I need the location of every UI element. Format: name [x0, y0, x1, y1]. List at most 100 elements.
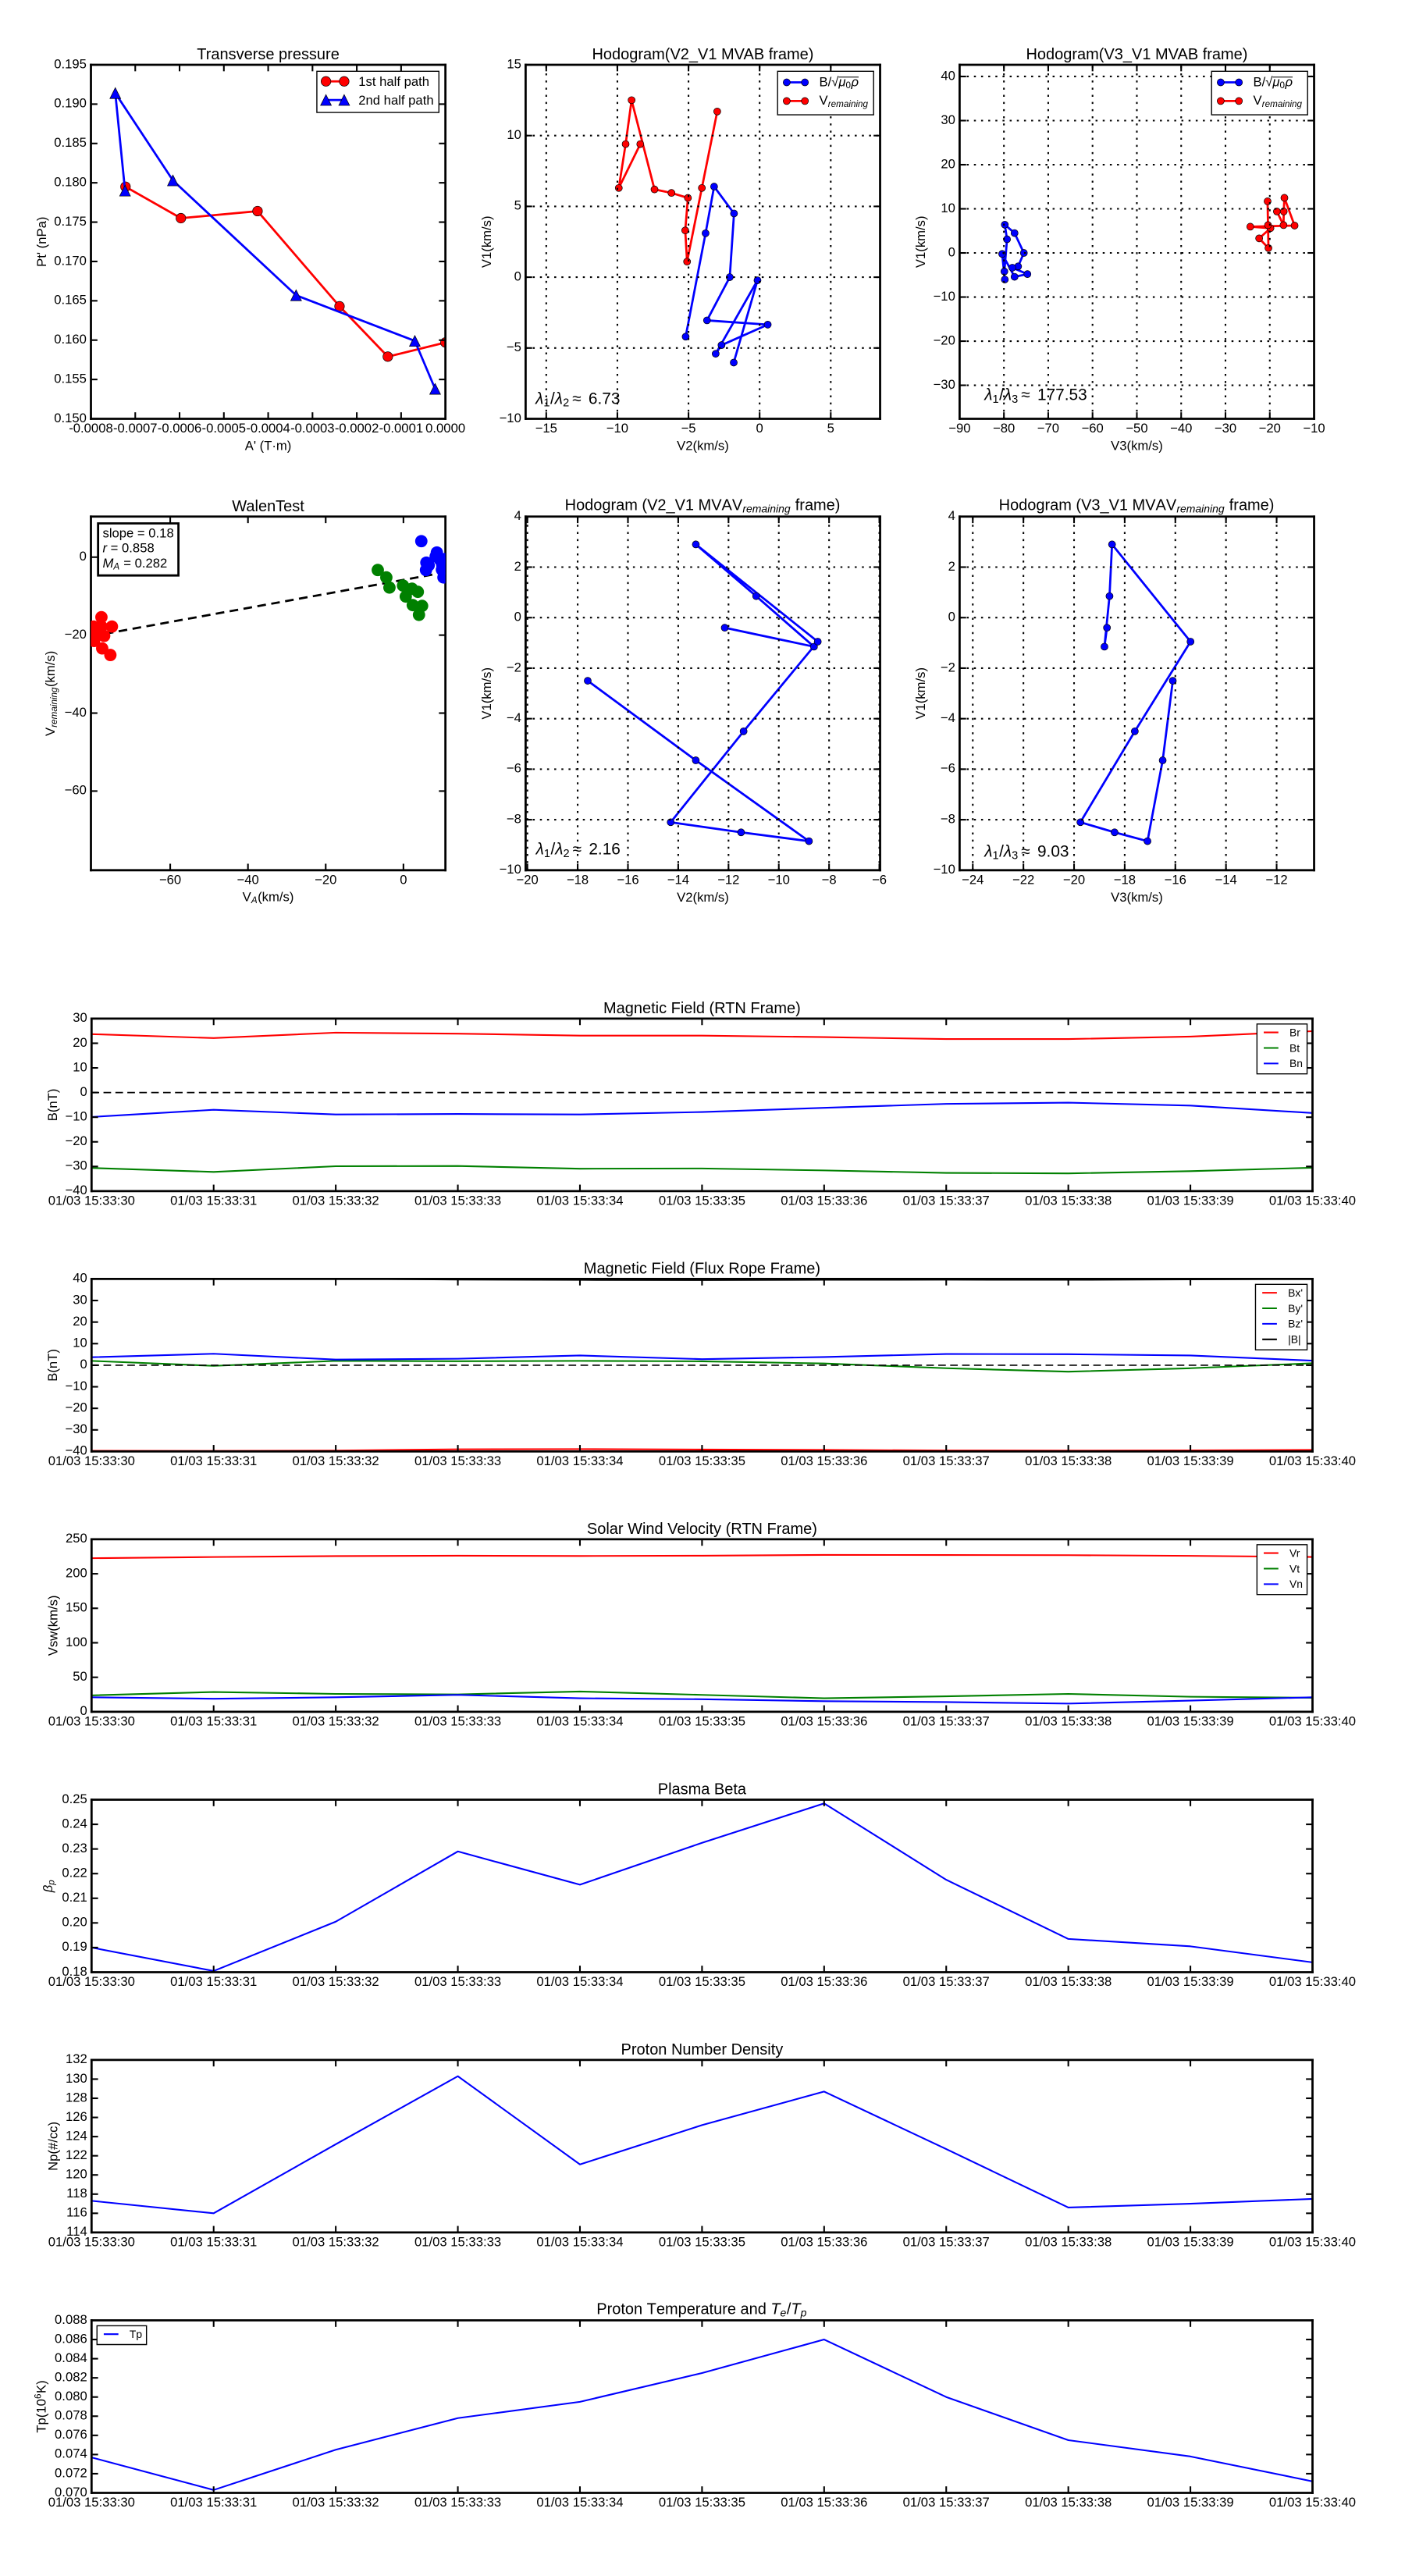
svg-text:01/03 15:33:30: 01/03 15:33:30 [48, 1194, 135, 1208]
svg-text:Hodogram(V3_V1 MVAB frame): Hodogram(V3_V1 MVAB frame) [1026, 46, 1247, 63]
svg-text:200: 200 [66, 1565, 87, 1580]
svg-text:r =: r = 0 . 8 5 8 [102, 536, 180, 557]
svg-text:10: 10 [73, 1336, 87, 1350]
svg-text:01/03 15:33:39: 01/03 15:33:39 [1147, 1974, 1234, 1989]
svg-text:0.180: 0.180 [54, 174, 87, 189]
svg-text:−40: −40 [237, 872, 259, 887]
svg-text:Vn: Vn [1289, 1578, 1303, 1590]
svg-text:−20: −20 [517, 872, 539, 887]
svg-text:126: 126 [66, 2109, 87, 2124]
svg-text:4: 4 [514, 508, 521, 523]
svg-text:-0.0004: -0.0004 [246, 421, 290, 436]
svg-text:01/03 15:33:35: 01/03 15:33:35 [659, 2495, 745, 2510]
svg-text:130: 130 [66, 2071, 87, 2086]
svg-text:−20: −20 [65, 1133, 87, 1148]
svg-text:−2: −2 [507, 660, 521, 674]
svg-text:−5: −5 [681, 421, 696, 436]
svg-text:01/03 15:33:40: 01/03 15:33:40 [1269, 2235, 1356, 2250]
svg-text:−70: −70 [1037, 421, 1059, 436]
svg-text:-0.0003: -0.0003 [290, 421, 335, 436]
svg-text:20: 20 [73, 1035, 87, 1050]
svg-text:114: 114 [66, 2224, 87, 2239]
svg-text:0.076: 0.076 [55, 2427, 87, 2442]
svg-text:Bx': Bx' [1288, 1286, 1303, 1299]
svg-text:−24: −24 [962, 872, 984, 887]
svg-text:01/03 15:33:38: 01/03 15:33:38 [1025, 1194, 1112, 1208]
svg-text:01/03 15:33:40: 01/03 15:33:40 [1269, 2495, 1356, 2510]
svg-text:01/03 15:33:34: 01/03 15:33:34 [536, 1714, 623, 1729]
svg-text:0: 0 [80, 549, 87, 564]
svg-text:B(nT): B(nT) [45, 1089, 60, 1122]
svg-text:0.175: 0.175 [54, 214, 87, 229]
svg-text:100: 100 [66, 1635, 87, 1649]
svg-text:01/03 15:33:32: 01/03 15:33:32 [293, 1974, 379, 1989]
svg-text:0: 0 [514, 269, 521, 283]
svg-text:−5: −5 [507, 340, 521, 354]
svg-text:λ λ 1 3: λ λ 1 3 / ≈ 1 7 7 . 5 3 [984, 385, 1113, 407]
svg-text:Vr: Vr [1289, 1546, 1300, 1559]
svg-text:0: 0 [948, 244, 955, 259]
svg-text:Transverse pressure: Transverse pressure [197, 46, 340, 63]
svg-text:−10: −10 [934, 862, 955, 877]
svg-text:Magnetic Field (RTN Frame): Magnetic Field (RTN Frame) [603, 1000, 801, 1017]
svg-text:V1(km/s): V1(km/s) [479, 215, 494, 268]
svg-text:0.170: 0.170 [54, 253, 87, 268]
svg-text:Hodogram(V2_V1 MVAB frame): Hodogram(V2_V1 MVAB frame) [592, 46, 813, 63]
svg-text:01/03 15:33:34: 01/03 15:33:34 [536, 1974, 623, 1989]
svg-text:4: 4 [948, 508, 955, 523]
svg-text:0.22: 0.22 [62, 1866, 87, 1880]
svg-text:30: 30 [941, 112, 955, 127]
svg-text:0.070: 0.070 [55, 2485, 87, 2500]
svg-text:01/03 15:33:38: 01/03 15:33:38 [1025, 1714, 1112, 1729]
svg-text:−4: −4 [507, 710, 521, 725]
svg-text:0.155: 0.155 [54, 371, 87, 386]
svg-text:−60: −60 [159, 872, 181, 887]
svg-text:01/03 15:33:33: 01/03 15:33:33 [414, 1714, 501, 1729]
svg-text:01/03 15:33:39: 01/03 15:33:39 [1147, 1194, 1234, 1208]
svg-text:0.084: 0.084 [55, 2350, 87, 2365]
svg-text:0.195: 0.195 [54, 56, 87, 71]
svg-text:−50: −50 [1126, 421, 1147, 436]
svg-text:−6: −6 [507, 761, 521, 776]
svg-text:0.18: 0.18 [62, 1964, 87, 1979]
svg-text:−4: −4 [941, 710, 955, 725]
svg-text:01/03 15:33:32: 01/03 15:33:32 [293, 1453, 379, 1468]
svg-text:0.086: 0.086 [55, 2331, 87, 2346]
svg-text:A' (T·m): A' (T·m) [245, 439, 292, 454]
svg-text:B / √ μ: B / √ μ ρ 0 [820, 70, 894, 92]
svg-text:Bz': Bz' [1288, 1318, 1303, 1330]
svg-text:−16: −16 [1165, 872, 1186, 887]
svg-text:Br: Br [1289, 1026, 1300, 1038]
svg-text:V1(km/s): V1(km/s) [913, 215, 928, 268]
svg-text:By': By' [1288, 1302, 1303, 1315]
svg-text:B(nT): B(nT) [45, 1349, 60, 1382]
svg-text:Proton Number Density: Proton Number Density [621, 2041, 784, 2058]
svg-text:−20: −20 [65, 627, 87, 642]
svg-text:2: 2 [514, 559, 521, 574]
svg-text:-0.0008: -0.0008 [69, 421, 112, 436]
svg-text:150: 150 [66, 1600, 87, 1615]
svg-text:M A =: M A = 0 . 2 8 2 [102, 552, 193, 574]
svg-text:−60: −60 [1082, 421, 1104, 436]
svg-text:0.185: 0.185 [54, 135, 87, 150]
svg-text:−10: −10 [1303, 421, 1325, 436]
svg-text:0.150: 0.150 [54, 411, 87, 425]
svg-text:λ λ 1 2: λ λ 1 2 / ≈ 6 . 7 3 [535, 388, 646, 410]
svg-text:2: 2 [948, 559, 955, 574]
svg-text:Tp: Tp [130, 2328, 142, 2340]
svg-text:−16: −16 [617, 872, 638, 887]
svg-text:10: 10 [941, 201, 955, 215]
svg-text:01/03 15:33:36: 01/03 15:33:36 [781, 2235, 867, 2250]
svg-text:01/03 15:33:30: 01/03 15:33:30 [48, 2235, 135, 2250]
svg-text:01/03 15:33:40: 01/03 15:33:40 [1269, 1194, 1356, 1208]
svg-text:01/03 15:33:37: 01/03 15:33:37 [903, 2235, 990, 2250]
svg-text:01/03 15:33:35: 01/03 15:33:35 [659, 2235, 745, 2250]
svg-text:01/03 15:33:35: 01/03 15:33:35 [659, 1194, 745, 1208]
svg-text:01/03 15:33:37: 01/03 15:33:37 [903, 1714, 990, 1729]
svg-text:0: 0 [400, 872, 407, 887]
svg-text:01/03 15:33:31: 01/03 15:33:31 [170, 2495, 257, 2510]
svg-text:128: 128 [66, 2090, 87, 2105]
svg-text:10: 10 [73, 1059, 87, 1074]
svg-text:01/03 15:33:34: 01/03 15:33:34 [536, 2235, 623, 2250]
svg-text:Plasma Beta: Plasma Beta [658, 1781, 747, 1799]
